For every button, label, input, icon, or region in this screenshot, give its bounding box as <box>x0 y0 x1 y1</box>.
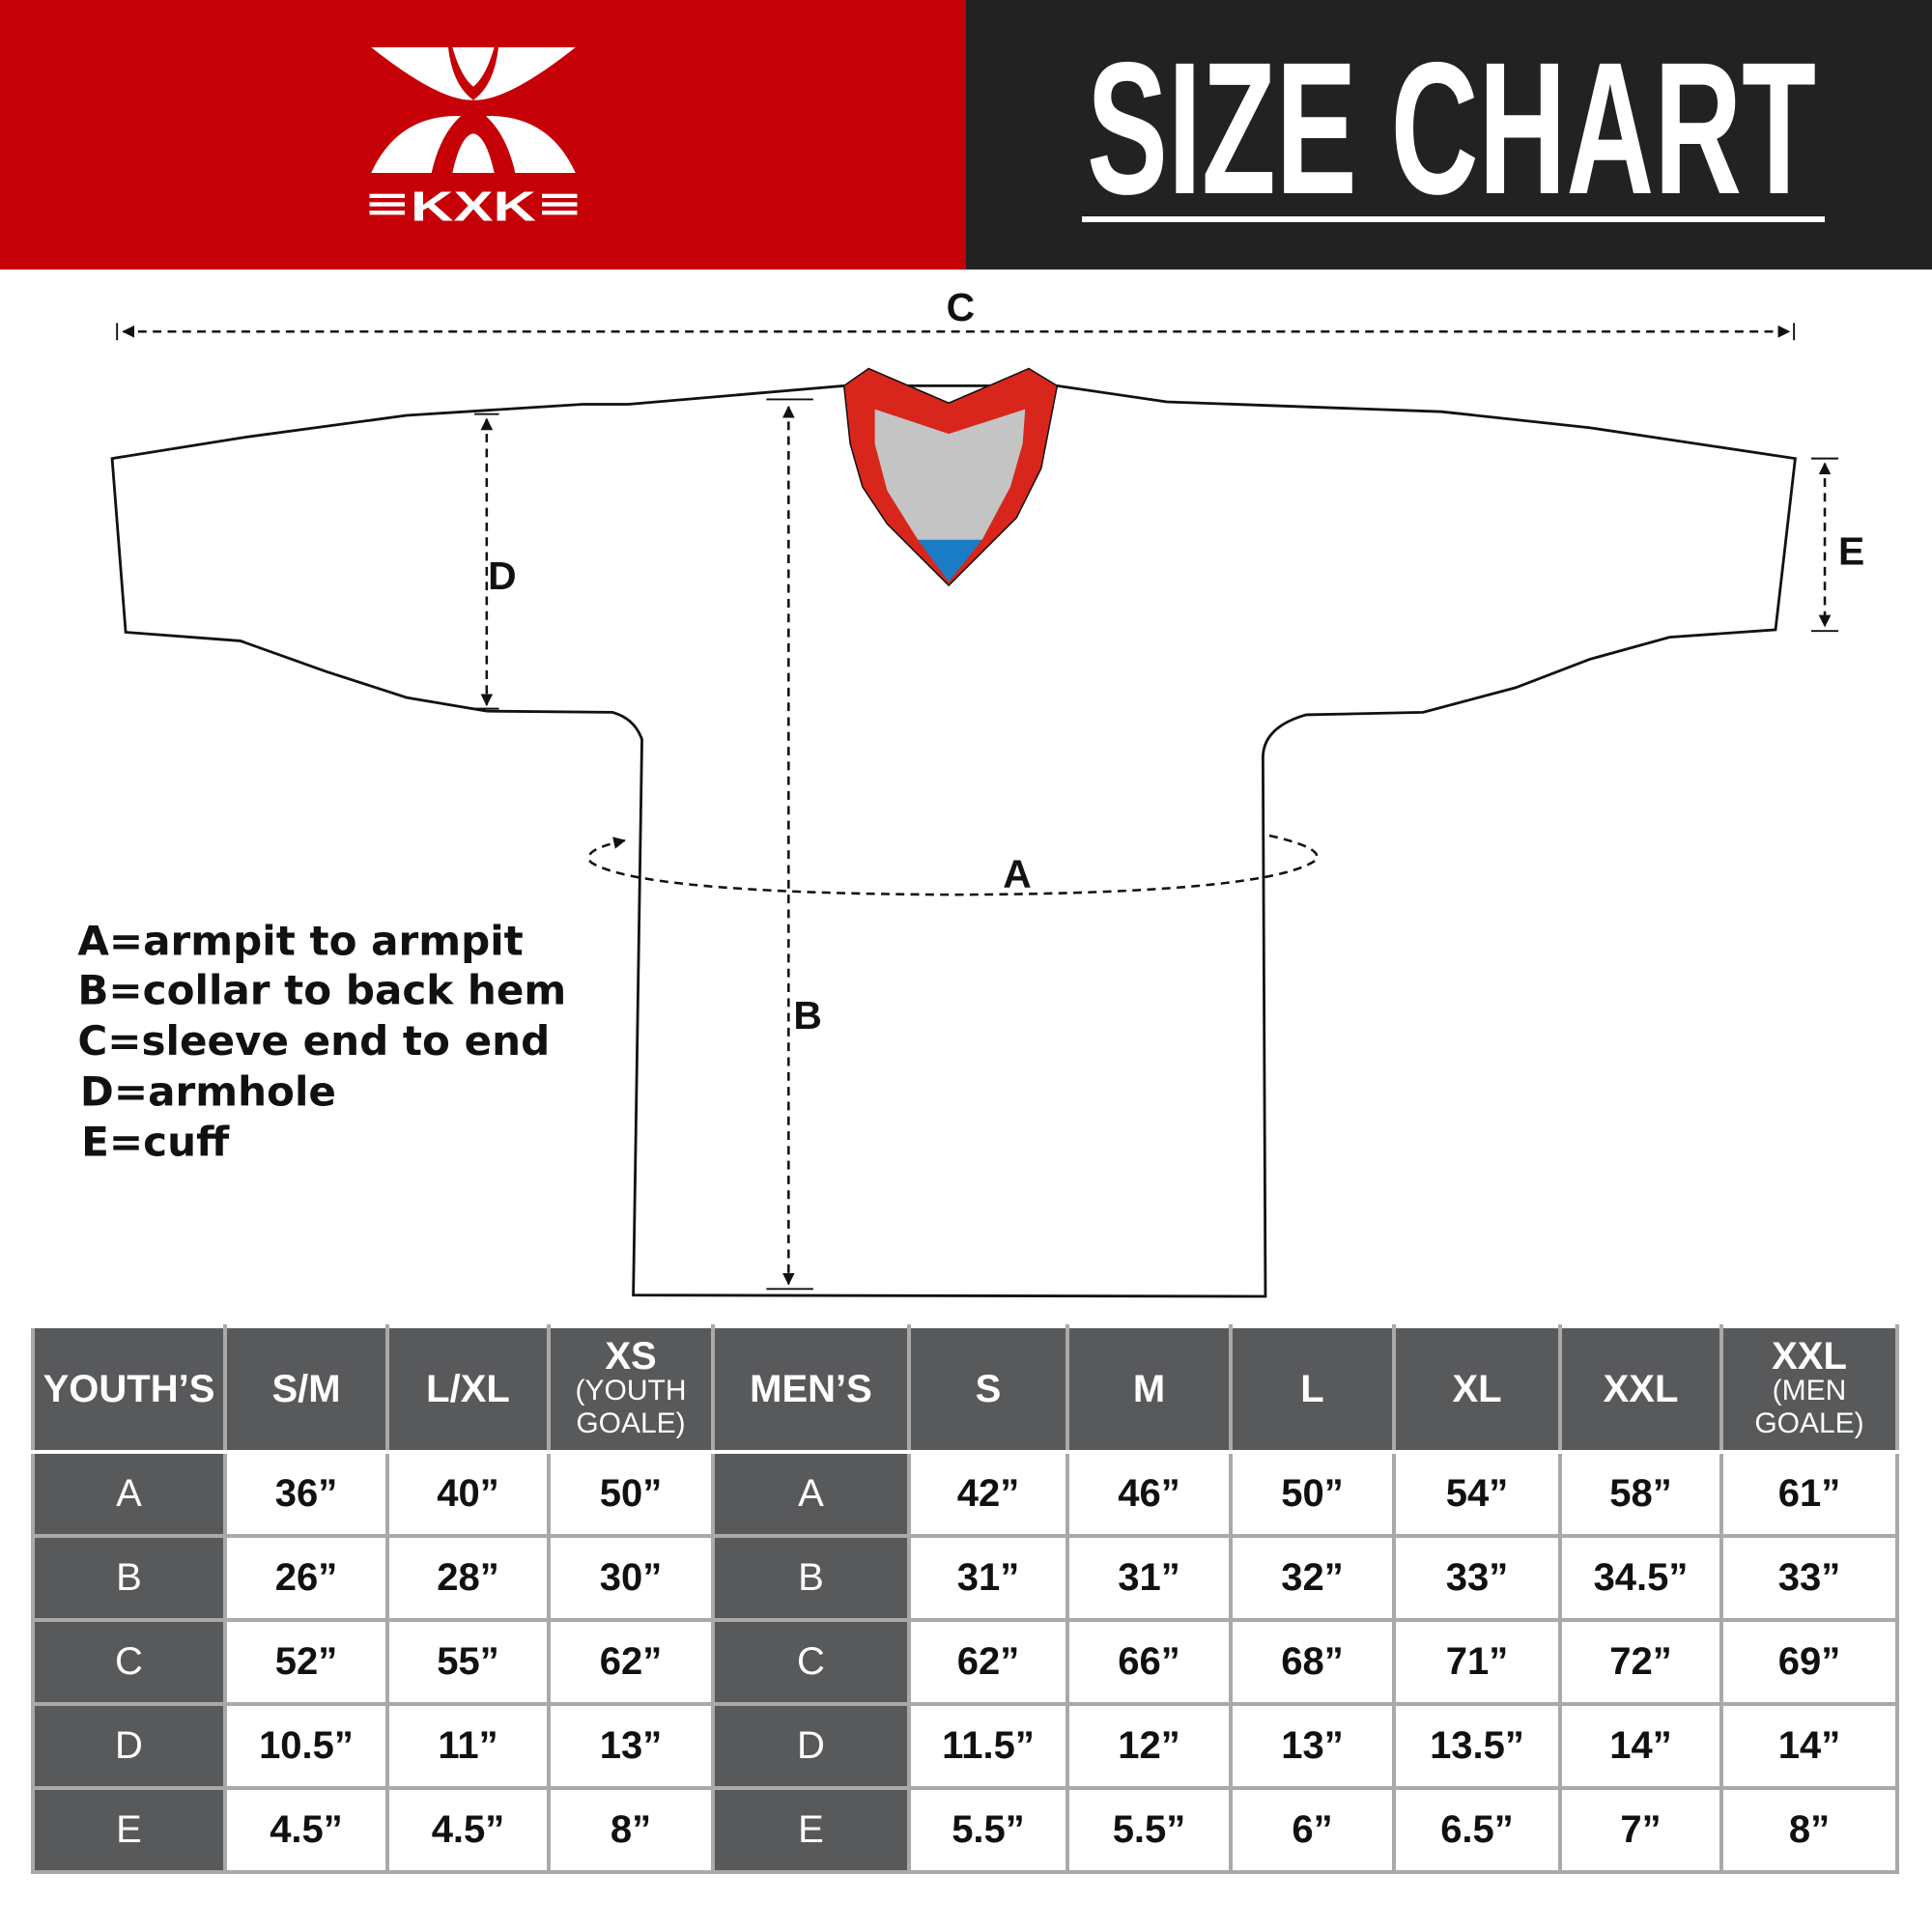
title-header-panel <box>966 0 1932 270</box>
table-cell: 61” <box>1719 1450 1899 1538</box>
size-col-header: XXL <box>1558 1324 1723 1454</box>
table-row: C 52” 55” 62” C 62” 66” 68” 71” 72” 69” <box>31 1618 1899 1706</box>
table-cell: 55” <box>385 1618 551 1706</box>
table-row: D 10.5” 11” 13” D 11.5” 12” 13” 13.5” 14” 14” <box>31 1702 1899 1790</box>
jersey-diagram: C D E A B A=armpit to armpit B=collar to… <box>77 285 1864 1298</box>
table-cell: 5.5” <box>907 1786 1069 1874</box>
row-label: A <box>711 1450 911 1538</box>
table-cell: 13” <box>1229 1702 1396 1790</box>
collar <box>842 367 1059 587</box>
label-d: D <box>488 554 516 598</box>
label-e: E <box>1838 528 1864 573</box>
table-cell: 30” <box>547 1534 715 1622</box>
row-label: E <box>711 1786 911 1874</box>
table-cell: 6” <box>1229 1786 1396 1874</box>
legend-d: D=armhole <box>80 1067 336 1115</box>
table-cell: 4.5” <box>385 1786 551 1874</box>
size-col-header: XXL (MEN GOALE) <box>1719 1324 1899 1454</box>
table-cell: 14” <box>1719 1702 1899 1790</box>
size-col-header: XS (YOUTH GOALE) <box>547 1324 715 1454</box>
table-cell: 69” <box>1719 1618 1899 1706</box>
table-cell: 28” <box>385 1534 551 1622</box>
table-cell: 31” <box>1065 1534 1233 1622</box>
row-label: B <box>31 1534 227 1622</box>
table-cell: 62” <box>547 1618 715 1706</box>
label-b: B <box>793 993 821 1037</box>
table-cell: 42” <box>907 1450 1069 1538</box>
table-header-row: YOUTH’S S/M L/XL XS (YOUTH GOALE) MEN’S S… <box>31 1324 1899 1454</box>
table-cell: 33” <box>1719 1534 1899 1622</box>
table-cell: 54” <box>1392 1450 1562 1538</box>
row-label: E <box>31 1786 227 1874</box>
table-cell: 6.5” <box>1392 1786 1562 1874</box>
table-row: B 26” 28” 30” B 31” 31” 32” 33” 34.5” 33” <box>31 1534 1899 1622</box>
table-cell: 62” <box>907 1618 1069 1706</box>
table-cell: 26” <box>223 1534 389 1622</box>
men-header: MEN’S <box>711 1324 911 1454</box>
table-cell: 50” <box>547 1450 715 1538</box>
table-cell: 72” <box>1558 1618 1723 1706</box>
table-cell: 50” <box>1229 1450 1396 1538</box>
legend-e: E=cuff <box>81 1119 230 1166</box>
table-cell: 52” <box>223 1618 389 1706</box>
table-cell: 71” <box>1392 1618 1562 1706</box>
table-cell: 7” <box>1558 1786 1723 1874</box>
table-cell: 11.5” <box>907 1702 1069 1790</box>
table-cell: 46” <box>1065 1450 1233 1538</box>
row-label: A <box>31 1450 227 1538</box>
table-cell: 34.5” <box>1558 1534 1723 1622</box>
page-title-box: SIZE CHART <box>1087 48 1816 213</box>
size-col-header: S <box>907 1324 1069 1454</box>
row-label: C <box>31 1618 227 1706</box>
table-cell: 4.5” <box>223 1786 389 1874</box>
legend-a: A=armpit to armpit <box>77 918 523 965</box>
measure-a-line <box>587 834 1319 896</box>
page-title: SIZE CHART <box>1087 48 1816 213</box>
label-a: A <box>1003 852 1031 896</box>
table-cell: 5.5” <box>1065 1786 1233 1874</box>
table-cell: 68” <box>1229 1618 1396 1706</box>
size-col-header: M <box>1065 1324 1233 1454</box>
brand-wordmark: KXK <box>411 184 536 230</box>
table-cell: 33” <box>1392 1534 1562 1622</box>
table-cell: 8” <box>547 1786 715 1874</box>
brand-header-panel: KXK <box>0 0 966 270</box>
table-cell: 12” <box>1065 1702 1233 1790</box>
table-cell: 8” <box>1719 1786 1899 1874</box>
size-col-header: L/XL <box>385 1324 551 1454</box>
row-label: D <box>711 1702 911 1790</box>
table-cell: 31” <box>907 1534 1069 1622</box>
jersey-outline <box>110 384 1797 1298</box>
size-col-header: XL <box>1392 1324 1562 1454</box>
table-cell: 10.5” <box>223 1702 389 1790</box>
row-label: C <box>711 1618 911 1706</box>
size-col-header: S/M <box>223 1324 389 1454</box>
table-cell: 40” <box>385 1450 551 1538</box>
table-cell: 36” <box>223 1450 389 1538</box>
table-row: A 36” 40” 50” A 42” 46” 50” 54” 58” 61” <box>31 1450 1899 1538</box>
table-cell: 11” <box>385 1702 551 1790</box>
title-underline <box>1082 216 1825 222</box>
table-cell: 13” <box>547 1702 715 1790</box>
table-cell: 58” <box>1558 1450 1723 1538</box>
table-cell: 13.5” <box>1392 1702 1562 1790</box>
legend-c: C=sleeve end to end <box>77 1017 550 1065</box>
legend-b: B=collar to back hem <box>77 967 566 1014</box>
row-label: D <box>31 1702 227 1790</box>
table-cell: 66” <box>1065 1618 1233 1706</box>
label-c: C <box>947 285 975 329</box>
size-col-header: L <box>1229 1324 1396 1454</box>
table-cell: 14” <box>1558 1702 1723 1790</box>
row-label: B <box>711 1534 911 1622</box>
kxk-logo: KXK <box>369 47 578 230</box>
table-cell: 32” <box>1229 1534 1396 1622</box>
table-row: E 4.5” 4.5” 8” E 5.5” 5.5” 6” 6.5” 7” 8” <box>31 1786 1899 1874</box>
youth-header: YOUTH’S <box>31 1324 227 1454</box>
measurement-legend: A=armpit to armpit B=collar to back hem … <box>77 918 566 1166</box>
size-table: YOUTH’S S/M L/XL XS (YOUTH GOALE) MEN’S S… <box>31 1324 1899 1874</box>
